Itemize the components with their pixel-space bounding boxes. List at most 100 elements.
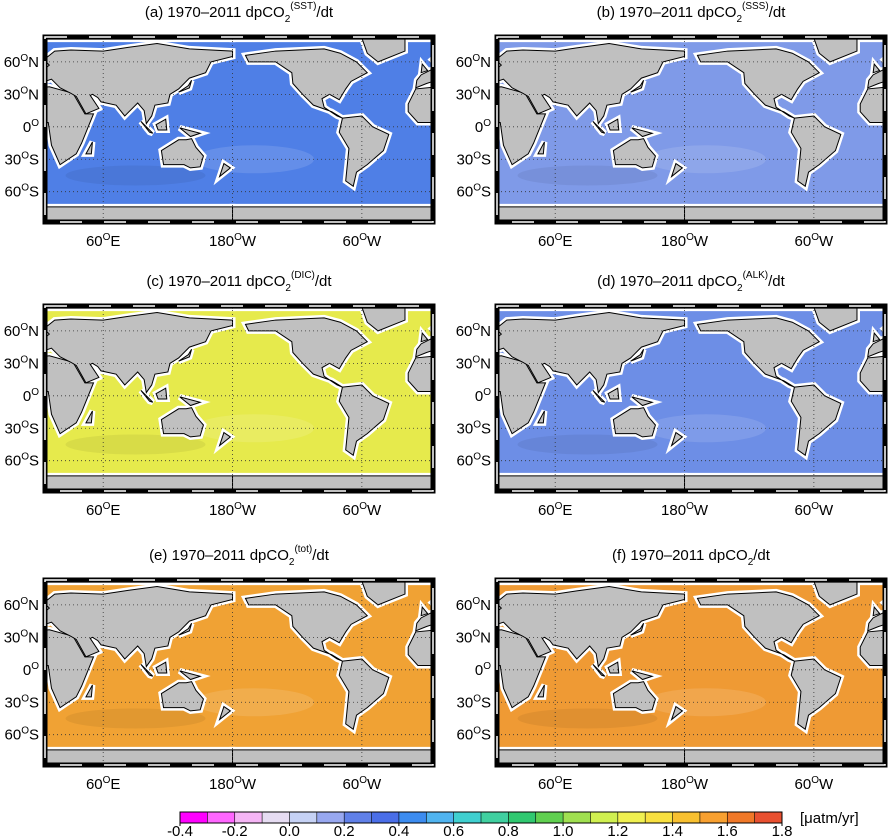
lat-mark: O [31, 661, 39, 672]
lat-label: 60ON [456, 322, 491, 340]
colorbar-bin [727, 812, 755, 823]
lat-hemi: S [29, 151, 39, 168]
land [338, 658, 390, 731]
panel-title: (c) 1970–2011 dpCO2(DIC)/dt [146, 270, 332, 294]
map-panel [0, 37, 433, 222]
land [178, 623, 193, 636]
lat-hemi: S [29, 694, 39, 711]
lat-mark: O [473, 452, 481, 463]
land [612, 138, 656, 169]
lat-mark: O [31, 387, 39, 398]
lon-hemi: W [242, 502, 257, 519]
lat-deg: 30 [457, 420, 474, 437]
lon-deg: 180 [661, 502, 686, 519]
land [160, 681, 204, 712]
ocean-pattern [194, 688, 315, 717]
land [537, 410, 545, 424]
lat-label: 30ON [4, 85, 39, 103]
land [497, 86, 547, 166]
lat-hemi: S [29, 420, 39, 437]
colorbar-bin [590, 812, 619, 823]
title-suffix: /dt [769, 4, 787, 21]
lon-label: 60OE [86, 232, 120, 250]
lat-deg: 0 [23, 119, 31, 136]
land [407, 355, 433, 392]
frame-dash [496, 579, 886, 766]
lat-hemi: N [480, 86, 491, 103]
lat-hemi: N [28, 355, 39, 372]
land [45, 42, 234, 125]
lon-hemi: E [110, 776, 120, 793]
lon-hemi: W [367, 233, 382, 250]
lat-label: 60OS [5, 183, 39, 201]
lat-hemi: N [28, 629, 39, 646]
title-sup: (tot) [294, 544, 312, 555]
lat-label: 30ON [4, 628, 39, 646]
lat-mark: O [473, 419, 481, 430]
colorbar-tick-label: 0.6 [443, 823, 464, 838]
lat-deg: 60 [5, 453, 22, 470]
lon-label: 60OE [86, 775, 120, 793]
lon-label: 180OW [661, 501, 709, 519]
colorbar-bin [535, 812, 564, 823]
colorbar-bin [672, 812, 701, 823]
lon-mark: O [359, 775, 367, 786]
lat-label: 60OS [5, 726, 39, 744]
lat-label: 0O [475, 118, 491, 136]
lat-label: 60ON [4, 322, 39, 340]
lat-hemi: S [481, 420, 491, 437]
ocean-pattern [517, 434, 658, 455]
land [631, 670, 654, 681]
lon-hemi: E [562, 502, 572, 519]
land [612, 681, 656, 712]
land [85, 684, 93, 698]
colorbar-tick-label: 1.0 [553, 823, 574, 838]
lon-hemi: W [694, 502, 709, 519]
title-suffix: /dt [768, 273, 786, 290]
colorbar-bin [481, 812, 509, 823]
lat-mark: O [472, 322, 480, 333]
land [232, 749, 433, 765]
title-prefix: (f) 1970–2011 dpCO [612, 547, 748, 564]
land [607, 661, 620, 674]
lat-deg: 60 [4, 323, 21, 340]
lon-deg: 60 [795, 233, 812, 250]
lat-deg: 60 [456, 54, 473, 71]
land [497, 311, 686, 394]
lat-mark: O [472, 85, 480, 96]
land-halo [0, 116, 1, 186]
title-sub: 2 [285, 14, 291, 25]
title-sub: 2 [737, 283, 743, 294]
land [218, 431, 232, 448]
lat-label: 60OS [5, 452, 39, 470]
colorbar-bin [617, 812, 646, 823]
lat-mark: O [483, 387, 491, 398]
colorbar-bin [645, 812, 673, 823]
lat-mark: O [21, 150, 29, 161]
title-prefix: (b) 1970–2011 dpCO [597, 4, 737, 21]
lon-deg: 60 [538, 776, 555, 793]
title-suffix: /dt [753, 547, 771, 564]
lat-hemi: N [28, 597, 39, 614]
panel-title: (d) 1970–2011 dpCO2(ALK)/dt [597, 270, 785, 294]
colorbar-tick-label: 0.4 [388, 823, 409, 838]
land [45, 206, 234, 222]
lon-deg: 180 [209, 502, 234, 519]
lon-mark: O [234, 501, 242, 512]
lon-label: 180OW [209, 775, 257, 793]
lon-mark: O [811, 501, 819, 512]
lon-hemi: W [819, 233, 834, 250]
colorbar-bin [398, 812, 427, 823]
lat-deg: 30 [4, 629, 21, 646]
colorbar-unit: [μatm/yr] [800, 810, 859, 827]
lat-deg: 60 [5, 184, 22, 201]
lon-deg: 60 [86, 233, 103, 250]
lat-mark: O [20, 85, 28, 96]
title-sup: (SST) [290, 1, 316, 12]
land [338, 115, 390, 188]
lat-deg: 0 [475, 119, 483, 136]
land [607, 118, 620, 131]
lon-mark: O [686, 501, 694, 512]
land [867, 601, 885, 632]
